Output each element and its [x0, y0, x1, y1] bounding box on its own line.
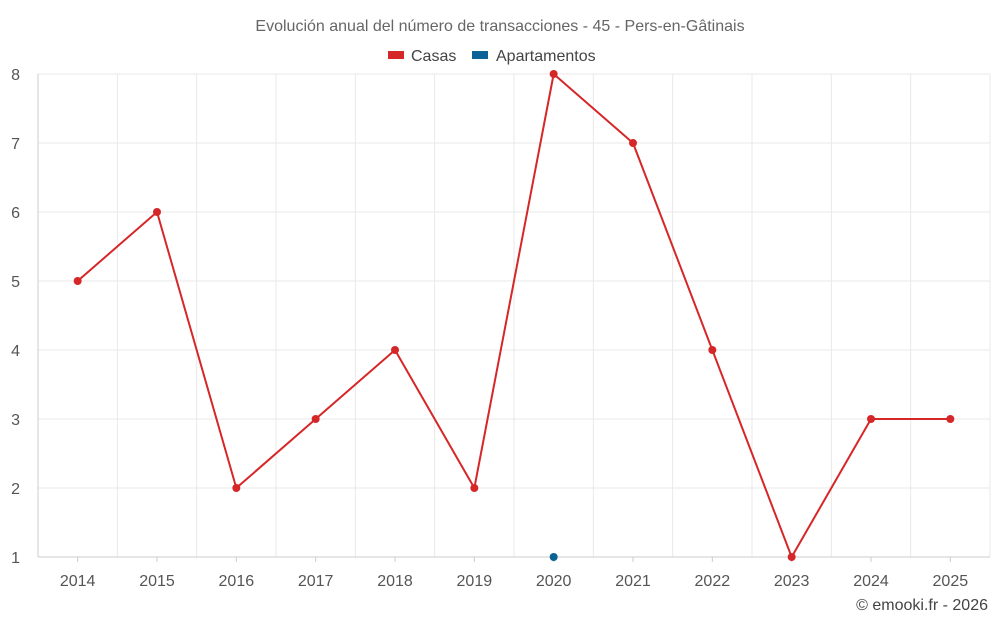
- legend-label-apartamentos: Apartamentos: [496, 48, 596, 65]
- x-tick-label: 2019: [457, 573, 493, 590]
- data-point-casas[interactable]: [867, 415, 875, 423]
- x-tick-label: 2016: [219, 573, 255, 590]
- gridlines: [37, 73, 991, 558]
- x-axis-ticks: 2014 2015 2016 2017 2018 2019 2020 2021 2022 2023…: [60, 573, 968, 590]
- x-tick-label: 2023: [774, 573, 810, 590]
- x-tick-label: 2025: [933, 573, 969, 590]
- legend-swatch-casas: [388, 51, 404, 59]
- data-point-casas[interactable]: [787, 553, 796, 561]
- data-point-apartamentos[interactable]: [549, 553, 558, 561]
- y-axis-ticks: 1 2 3 4 5 6 7 8: [11, 67, 20, 567]
- y-tick-label: 7: [11, 136, 20, 153]
- x-tick-label: 2017: [298, 573, 334, 590]
- y-tick-label: 3: [11, 412, 20, 429]
- data-point-casas[interactable]: [629, 139, 637, 147]
- data-point-casas[interactable]: [470, 484, 479, 492]
- y-tick-label: 1: [11, 550, 20, 567]
- data-point-casas[interactable]: [232, 484, 241, 492]
- x-tick-label: 2024: [853, 573, 889, 590]
- x-tick-label: 2015: [139, 573, 175, 590]
- x-tick-label: 2018: [377, 573, 413, 590]
- data-point-casas[interactable]: [708, 346, 717, 354]
- legend[interactable]: Casas Apartamentos: [388, 48, 596, 65]
- data-point-casas[interactable]: [391, 346, 399, 354]
- legend-swatch-apartamentos: [472, 51, 488, 59]
- data-point-casas[interactable]: [153, 208, 161, 216]
- y-tick-label: 5: [11, 274, 20, 291]
- series: [73, 70, 955, 561]
- legend-item-casas[interactable]: Casas: [388, 48, 456, 65]
- y-tick-label: 2: [11, 481, 20, 498]
- data-point-casas[interactable]: [73, 277, 82, 285]
- y-tick-label: 4: [11, 343, 20, 360]
- data-point-casas[interactable]: [946, 415, 955, 423]
- x-tick-label: 2020: [536, 573, 572, 590]
- legend-label-casas: Casas: [411, 48, 456, 65]
- data-point-casas[interactable]: [311, 415, 320, 423]
- series-line-casas: [77, 73, 951, 558]
- legend-item-apartamentos[interactable]: Apartamentos: [472, 48, 596, 65]
- data-point-casas[interactable]: [549, 70, 558, 78]
- x-tick-label: 2021: [615, 573, 651, 590]
- credit: © emooki.fr - 2026: [856, 597, 988, 614]
- x-tick-label: 2022: [695, 573, 731, 590]
- y-tick-label: 8: [11, 67, 20, 84]
- y-tick-label: 6: [11, 205, 20, 222]
- x-tick-label: 2014: [60, 573, 96, 590]
- chart-title: Evolución anual del número de transaccio…: [255, 18, 744, 35]
